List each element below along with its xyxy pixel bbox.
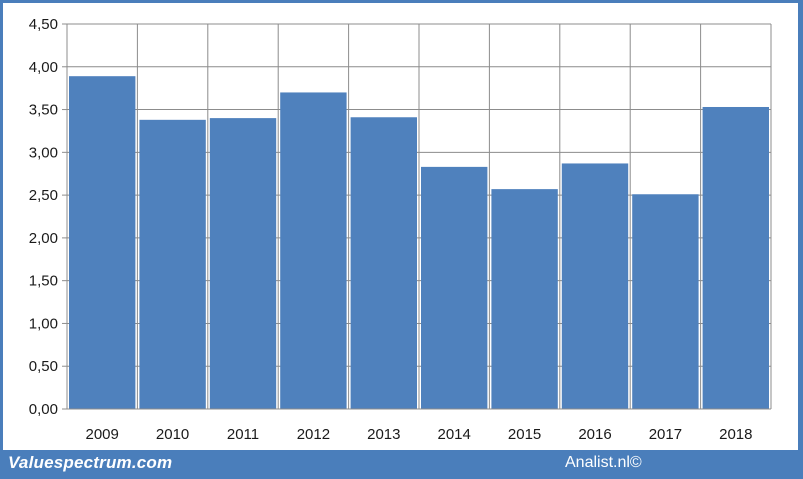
bar-2010 bbox=[139, 119, 206, 410]
bar-2016 bbox=[561, 163, 629, 409]
y-tick-label: 4,00 bbox=[29, 59, 58, 76]
chart-frame: 0,00 0,50 1,00 1,50 2,00 2,50 3,00 3,50 4,00 4,50… bbox=[3, 3, 798, 450]
bar-2013 bbox=[350, 117, 417, 409]
bar-2014 bbox=[421, 166, 488, 409]
bar-chart: 0,00 0,50 1,00 1,50 2,00 2,50 3,00 3,50 4,00 4,50… bbox=[29, 16, 772, 443]
credit-label: Analist.nl© bbox=[565, 454, 642, 471]
x-tick-label: 2015 bbox=[508, 426, 541, 443]
brand-label: Valuespectrum.com bbox=[8, 453, 173, 472]
y-tick-labels: 0,00 0,50 1,00 1,50 2,00 2,50 3,00 3,50 4,00 4,50 bbox=[29, 16, 58, 418]
y-tick-label: 0,50 bbox=[29, 358, 58, 375]
y-tick-label: 2,50 bbox=[29, 187, 58, 204]
y-tick-label: 0,00 bbox=[29, 401, 58, 418]
x-tick-label: 2011 bbox=[227, 426, 259, 443]
x-tick-label: 2013 bbox=[367, 426, 400, 443]
x-tick-label: 2010 bbox=[156, 426, 189, 443]
x-tick-label: 2018 bbox=[719, 426, 752, 443]
y-tick-label: 2,00 bbox=[29, 230, 58, 247]
y-tick-label: 1,00 bbox=[29, 315, 58, 332]
bar-2017 bbox=[632, 194, 699, 409]
y-tick-label: 3,50 bbox=[29, 102, 58, 119]
x-tick-label: 2009 bbox=[86, 426, 119, 443]
bar-2012 bbox=[280, 92, 347, 409]
bar-2011 bbox=[209, 118, 277, 409]
bar-2015 bbox=[491, 189, 558, 409]
y-tick-label: 4,50 bbox=[29, 16, 58, 33]
bars bbox=[69, 76, 769, 410]
x-tick-label: 2014 bbox=[438, 426, 471, 443]
y-tick-label: 1,50 bbox=[29, 273, 58, 290]
bar-2009 bbox=[69, 76, 136, 409]
x-tick-label: 2016 bbox=[578, 426, 611, 443]
y-tick-label: 3,00 bbox=[29, 144, 58, 161]
x-tick-label: 2017 bbox=[649, 426, 682, 443]
bar-2018 bbox=[702, 106, 769, 409]
x-tick-labels: 2009 2010 2011 2012 2013 2014 2015 2016 2017 2018 bbox=[86, 426, 753, 443]
axes bbox=[62, 23, 771, 410]
x-tick-label: 2012 bbox=[297, 426, 330, 443]
